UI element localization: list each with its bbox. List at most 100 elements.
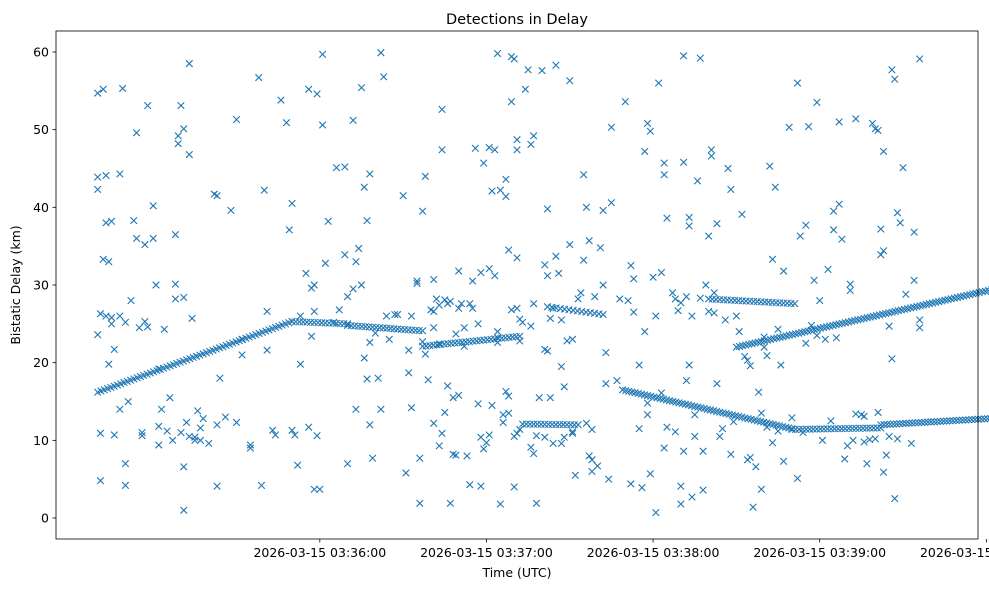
data-point xyxy=(616,295,624,303)
data-point xyxy=(958,416,967,424)
data-point xyxy=(110,431,119,439)
data-point xyxy=(174,139,182,148)
data-point xyxy=(879,247,888,255)
data-point xyxy=(335,306,343,314)
data-point xyxy=(491,271,499,280)
data-point xyxy=(121,481,130,490)
data-point xyxy=(599,281,607,289)
data-point xyxy=(446,499,455,507)
data-point xyxy=(682,376,691,385)
data-point xyxy=(910,228,918,236)
data-point xyxy=(939,417,948,425)
data-point xyxy=(602,348,610,357)
data-point xyxy=(513,146,521,154)
data-point xyxy=(766,162,774,170)
data-point xyxy=(691,411,699,419)
data-point xyxy=(660,444,668,452)
data-point xyxy=(886,420,894,428)
data-point xyxy=(779,267,788,275)
data-point xyxy=(127,296,135,305)
data-point xyxy=(121,318,130,326)
data-point xyxy=(479,445,488,453)
data-point xyxy=(802,221,810,229)
data-point xyxy=(915,316,924,324)
data-point xyxy=(685,361,693,369)
data-point xyxy=(305,85,313,93)
data-point xyxy=(496,186,505,194)
data-point xyxy=(677,500,685,508)
data-point xyxy=(793,474,802,483)
data-point xyxy=(870,424,878,432)
data-point xyxy=(579,256,588,264)
data-point xyxy=(393,310,402,319)
data-point xyxy=(305,423,313,431)
data-point xyxy=(196,436,205,445)
data-point xyxy=(118,84,127,93)
data-point xyxy=(171,280,180,288)
data-point xyxy=(310,281,318,289)
data-point xyxy=(774,427,782,435)
data-point xyxy=(454,391,463,399)
data-point xyxy=(471,144,480,152)
data-point xyxy=(768,438,777,447)
data-point xyxy=(149,234,157,243)
data-point xyxy=(663,423,671,431)
data-point xyxy=(238,335,246,344)
data-point xyxy=(293,461,302,469)
data-point xyxy=(141,240,149,249)
data-point xyxy=(910,276,918,285)
x-tick-label: 2026-03-15 03:37:00 xyxy=(420,545,553,560)
data-point xyxy=(699,447,707,455)
data-point xyxy=(191,436,199,445)
data-point xyxy=(654,79,663,87)
data-point xyxy=(713,379,721,388)
data-point xyxy=(908,419,916,427)
data-point xyxy=(599,206,607,215)
data-point xyxy=(646,470,654,478)
data-point xyxy=(330,318,338,326)
data-point xyxy=(143,101,152,110)
data-point xyxy=(502,387,510,396)
data-point xyxy=(546,314,555,323)
data-point xyxy=(479,159,488,167)
data-point xyxy=(902,419,910,428)
data-point xyxy=(413,277,421,285)
data-point xyxy=(824,265,832,274)
data-point xyxy=(629,308,638,316)
data-point xyxy=(371,329,380,337)
data-point xyxy=(310,485,318,493)
data-point xyxy=(679,158,688,166)
data-point xyxy=(888,355,896,363)
data-point xyxy=(679,447,688,455)
data-point xyxy=(668,289,677,297)
data-point xyxy=(968,415,976,424)
data-point xyxy=(852,115,860,123)
data-point xyxy=(513,254,521,262)
data-point xyxy=(518,318,527,326)
data-point xyxy=(832,334,841,342)
data-point xyxy=(785,123,793,132)
data-point xyxy=(791,299,799,308)
data-point xyxy=(841,424,849,433)
data-point xyxy=(355,244,363,253)
data-point xyxy=(177,101,185,110)
data-point xyxy=(757,409,766,417)
data-point xyxy=(260,186,268,194)
data-point xyxy=(579,171,588,179)
data-point xyxy=(885,322,893,330)
data-point xyxy=(213,482,221,490)
data-point xyxy=(810,276,818,285)
data-point xyxy=(474,400,482,408)
data-point xyxy=(416,499,424,507)
data-point xyxy=(907,439,916,448)
data-point xyxy=(835,118,843,126)
data-point xyxy=(507,306,516,314)
data-point xyxy=(416,454,424,462)
data-point xyxy=(116,405,124,413)
data-point xyxy=(263,346,271,354)
data-point xyxy=(438,146,446,154)
y-tick-label: 50 xyxy=(33,122,49,137)
data-point xyxy=(816,296,824,305)
data-point xyxy=(246,444,255,452)
